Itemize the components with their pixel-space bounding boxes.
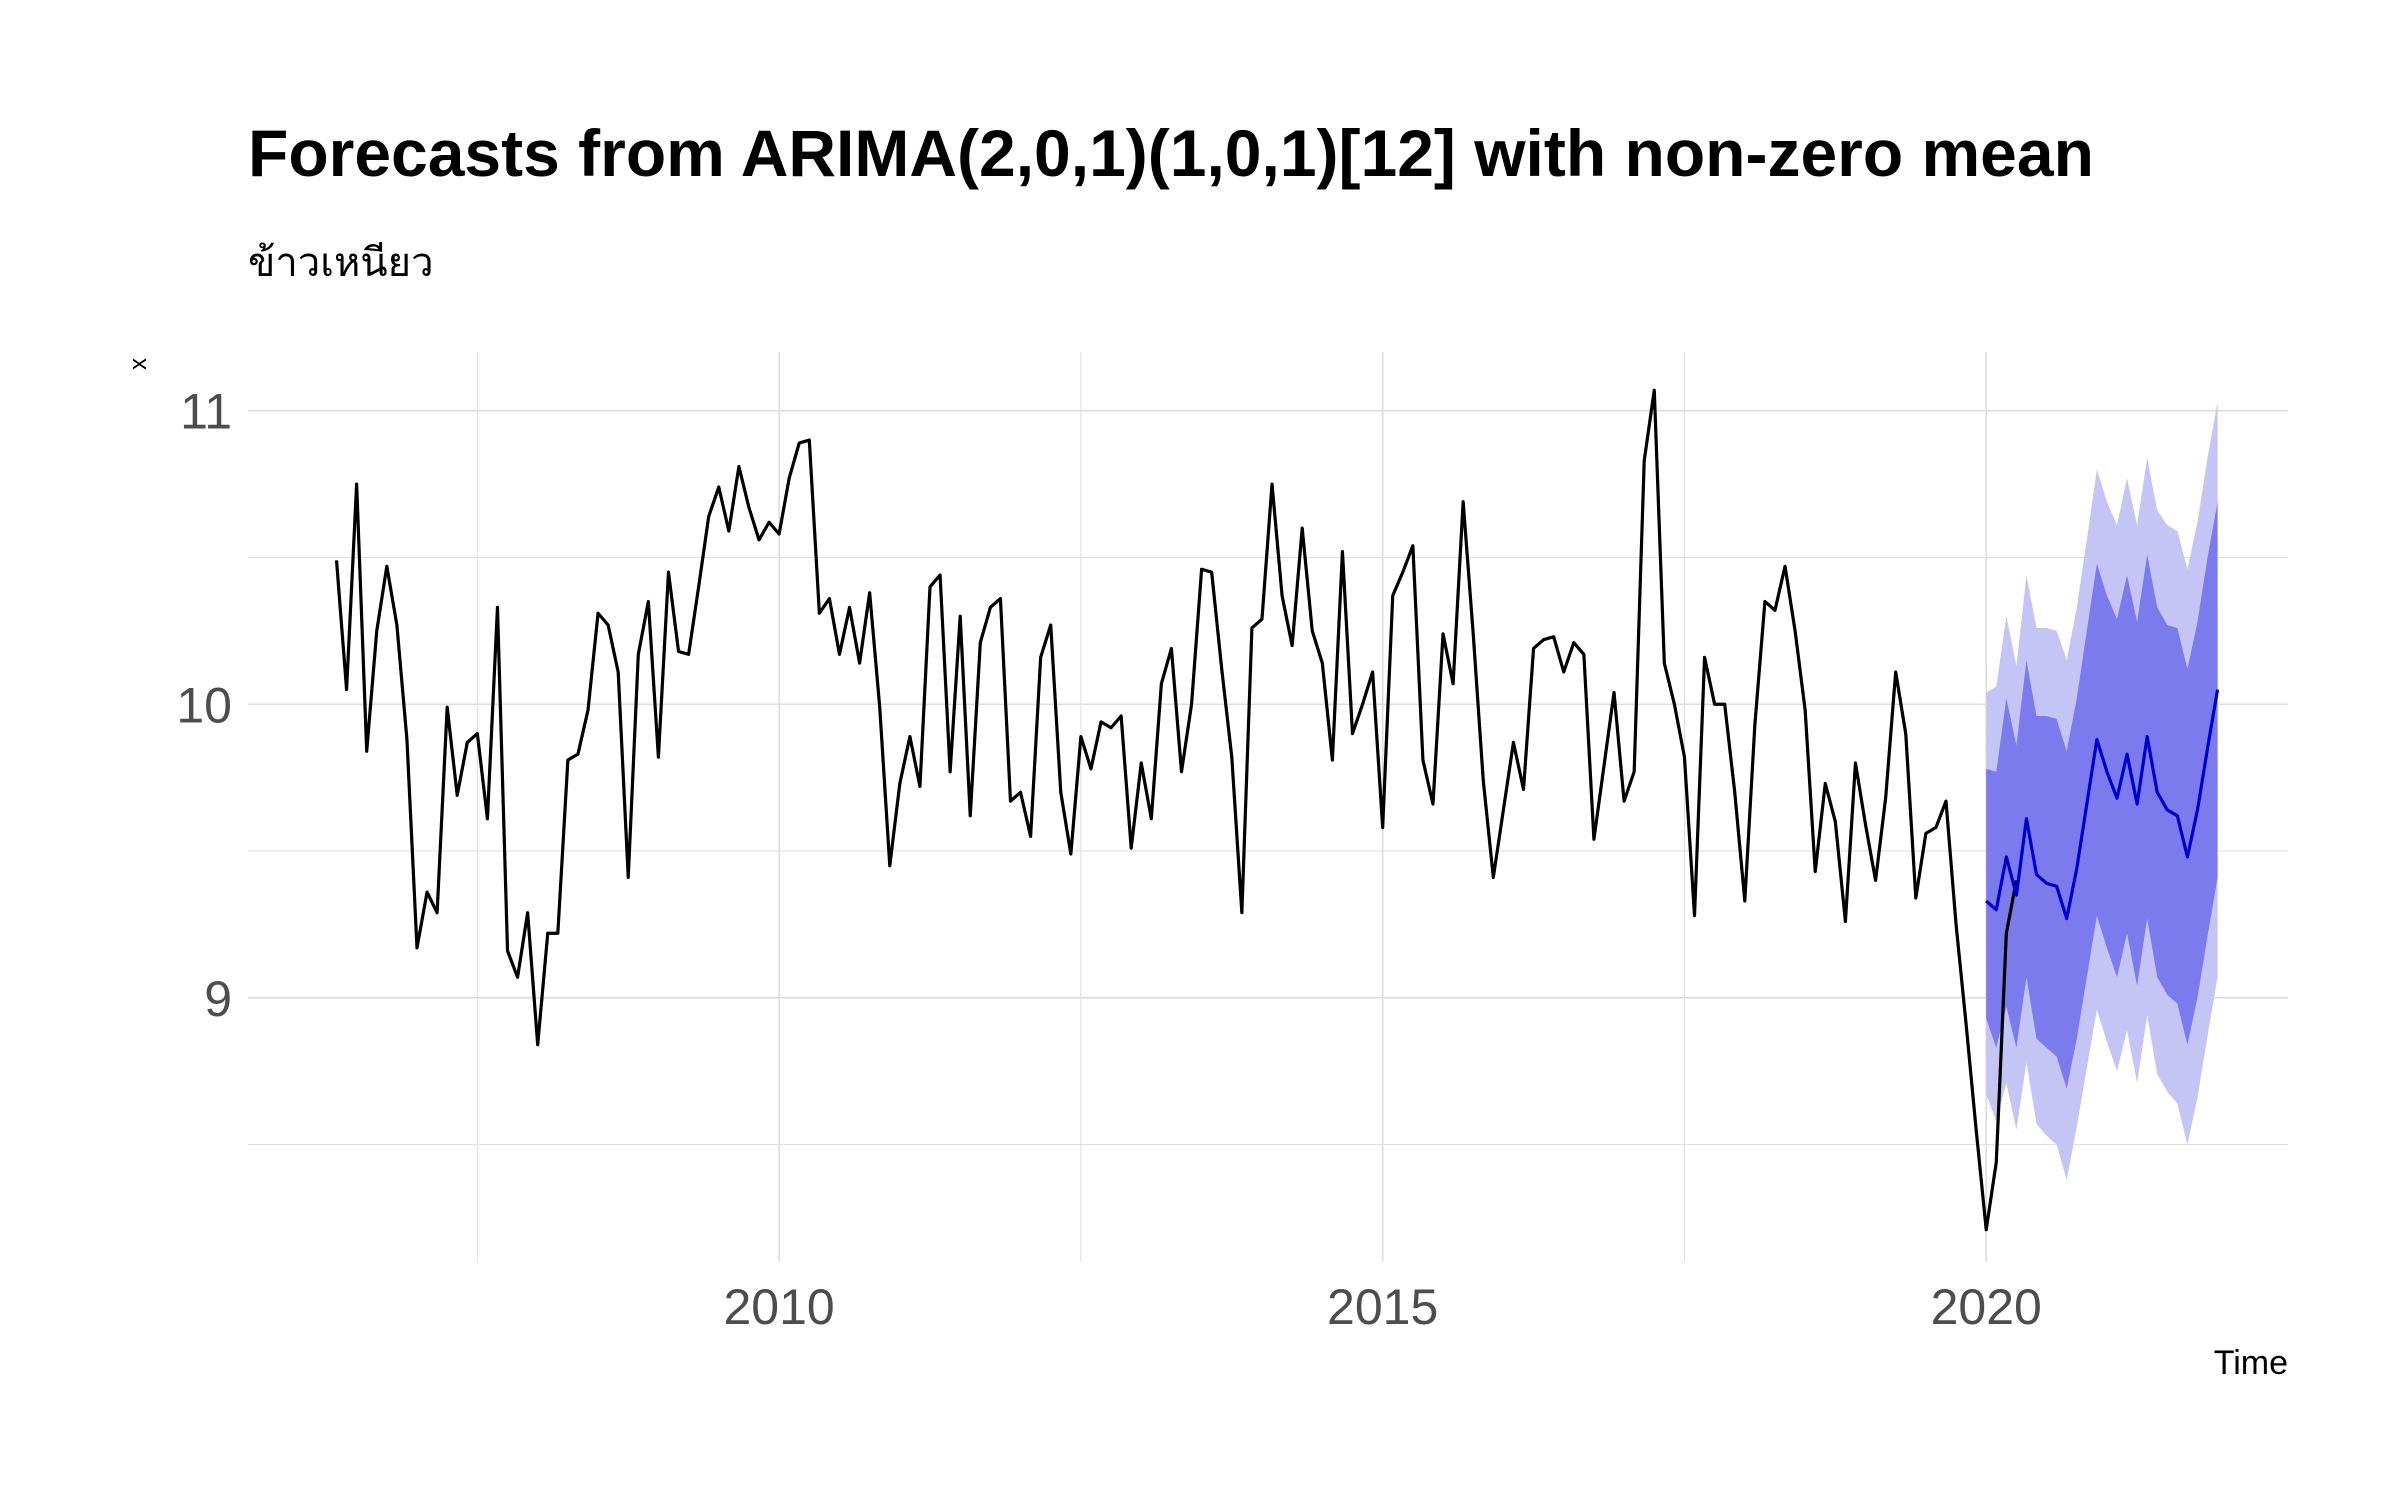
history-line: [334, 388, 2018, 1232]
y-axis-title: x: [125, 358, 152, 370]
series-lines: [334, 388, 2220, 1232]
x-tick-label: 2015: [1327, 1279, 1438, 1335]
y-tick-label: 9: [204, 971, 232, 1027]
y-tick-label: 11: [180, 384, 232, 440]
chart-subtitle: ข้าวเหนียว: [248, 240, 434, 286]
x-axis-title: Time: [2214, 1344, 2288, 1382]
prediction-band-80: [1986, 501, 2218, 1089]
forecast-mean-line: [1985, 689, 2220, 921]
x-tick-label: 2010: [724, 1279, 835, 1335]
band-80-area: [1986, 501, 2218, 1089]
x-tick-label: 2020: [1931, 1279, 2042, 1335]
y-tick-label: 10: [176, 677, 232, 733]
chart-title: Forecasts from ARIMA(2,0,1)(1,0,1)[12] w…: [248, 116, 2094, 190]
tick-labels: 2010 2015 2020 9 10 11: [176, 384, 2041, 1335]
